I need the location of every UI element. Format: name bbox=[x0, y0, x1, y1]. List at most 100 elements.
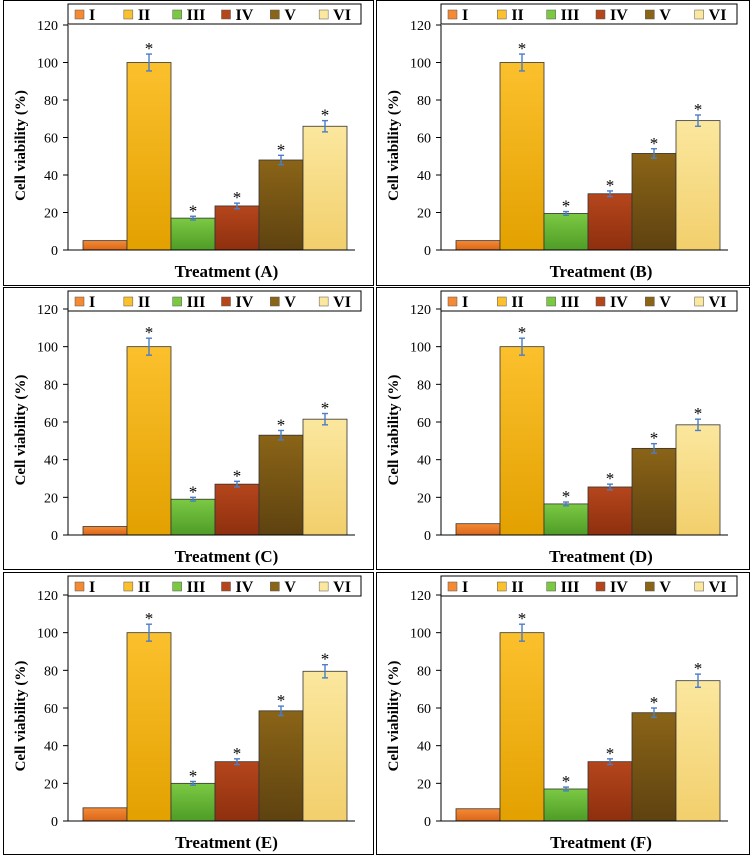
bar-v bbox=[631, 153, 677, 251]
significance-star: * bbox=[277, 691, 286, 710]
significance-star: * bbox=[650, 693, 659, 712]
legend-box bbox=[67, 3, 362, 25]
bar-ii bbox=[499, 346, 545, 536]
bar-v bbox=[258, 159, 304, 251]
y-tick-label: 60 bbox=[44, 132, 58, 147]
y-tick-label: 40 bbox=[44, 169, 58, 184]
y-tick-label: 60 bbox=[417, 416, 431, 431]
y-tick-label: 60 bbox=[417, 702, 431, 717]
bar-iii bbox=[543, 788, 589, 822]
legend-label-iii: III bbox=[561, 294, 580, 311]
bar-iv bbox=[214, 483, 260, 536]
significance-star: * bbox=[518, 323, 527, 342]
bar-iv bbox=[587, 761, 633, 822]
legend-label-i: I bbox=[89, 7, 95, 24]
legend-swatch-vi bbox=[318, 296, 329, 307]
bar-vi bbox=[302, 125, 348, 251]
bar-iii bbox=[170, 498, 216, 536]
legend-box bbox=[67, 575, 362, 597]
legend-label-vi: VI bbox=[709, 579, 727, 596]
y-axis-label: Cell viability (%) bbox=[386, 90, 402, 201]
significance-star: * bbox=[562, 197, 571, 216]
x-axis-label: Treatment (E) bbox=[175, 833, 278, 852]
legend-swatch-iv bbox=[595, 9, 606, 20]
legend-swatch-v bbox=[270, 9, 280, 20]
legend-label-ii: II bbox=[511, 294, 523, 311]
significance-star: * bbox=[650, 134, 659, 153]
legend-label-v: V bbox=[284, 294, 296, 311]
legend-label-ii: II bbox=[511, 7, 523, 24]
significance-star: * bbox=[694, 100, 703, 119]
y-axis-label: Cell viability (%) bbox=[386, 375, 402, 486]
legend-swatch-v bbox=[270, 581, 280, 592]
bar-i bbox=[455, 240, 501, 251]
significance-star: * bbox=[233, 466, 242, 485]
legend-swatch-ii bbox=[123, 296, 134, 307]
y-tick-label: 80 bbox=[44, 94, 58, 109]
significance-star: * bbox=[562, 772, 571, 791]
y-tick-label: 60 bbox=[44, 416, 58, 431]
y-tick-label: 20 bbox=[44, 777, 58, 792]
legend-label-iii: III bbox=[561, 579, 580, 596]
y-tick-label: 100 bbox=[410, 57, 431, 72]
y-tick-label: 20 bbox=[417, 207, 431, 222]
legend-label-iv: IV bbox=[236, 579, 254, 596]
legend-swatch-iii bbox=[172, 296, 182, 307]
bar-iv bbox=[214, 761, 260, 822]
bar-iv bbox=[214, 205, 260, 251]
legend-label-iv: IV bbox=[610, 294, 628, 311]
legend-label-i: I bbox=[462, 7, 468, 24]
bar-vi bbox=[302, 670, 348, 822]
legend-swatch-iii bbox=[172, 9, 182, 20]
legend-swatch-iv bbox=[595, 581, 606, 592]
legend-label-i: I bbox=[462, 294, 468, 311]
legend-swatch-iv bbox=[221, 581, 231, 592]
y-tick-label: 0 bbox=[424, 529, 431, 544]
significance-star: * bbox=[694, 659, 703, 678]
legend-swatch-ii bbox=[497, 9, 507, 20]
legend-swatch-i bbox=[74, 296, 85, 307]
legend-swatch-i bbox=[74, 581, 85, 592]
legend-label-ii: II bbox=[138, 294, 150, 311]
y-tick-label: 100 bbox=[410, 627, 431, 642]
legend-box bbox=[440, 290, 738, 312]
legend-swatch-vi bbox=[318, 581, 329, 592]
y-tick-label: 120 bbox=[410, 303, 431, 318]
significance-star: * bbox=[321, 399, 330, 418]
y-tick-label: 40 bbox=[44, 454, 58, 469]
legend-swatch-iii bbox=[546, 296, 556, 307]
y-tick-label: 120 bbox=[37, 303, 58, 318]
x-axis-label: Treatment (A) bbox=[175, 262, 279, 281]
legend-label-vi: VI bbox=[333, 7, 351, 24]
y-tick-label: 120 bbox=[37, 19, 58, 34]
significance-star: * bbox=[189, 482, 198, 501]
y-tick-label: 100 bbox=[37, 57, 58, 72]
legend-swatch-v bbox=[270, 296, 280, 307]
legend-box bbox=[440, 3, 738, 25]
x-axis-label: Treatment (B) bbox=[550, 262, 653, 281]
bar-i bbox=[82, 526, 128, 536]
legend-swatch-iv bbox=[595, 296, 606, 307]
y-tick-label: 80 bbox=[44, 378, 58, 393]
significance-star: * bbox=[606, 469, 615, 488]
y-tick-label: 20 bbox=[417, 777, 431, 792]
significance-star: * bbox=[145, 39, 154, 58]
legend-swatch-iv bbox=[221, 296, 231, 307]
y-tick-label: 40 bbox=[417, 454, 431, 469]
legend-label-iii: III bbox=[561, 7, 580, 24]
y-tick-label: 20 bbox=[44, 491, 58, 506]
legend-label-v: V bbox=[284, 579, 296, 596]
y-axis-label: Cell viability (%) bbox=[13, 375, 29, 486]
bar-iii bbox=[170, 782, 216, 822]
significance-star: * bbox=[233, 744, 242, 763]
bar-v bbox=[631, 447, 677, 536]
bar-i bbox=[82, 807, 128, 822]
bar-iv bbox=[587, 486, 633, 536]
y-tick-label: 80 bbox=[417, 664, 431, 679]
significance-star: * bbox=[562, 487, 571, 506]
bar-ii bbox=[499, 62, 545, 251]
y-axis-label: Cell viability (%) bbox=[13, 661, 29, 772]
bar-ii bbox=[126, 346, 172, 536]
